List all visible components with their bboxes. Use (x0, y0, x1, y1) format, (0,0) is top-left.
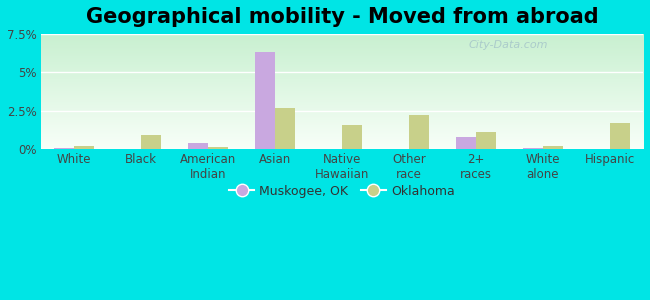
Legend: Muskogee, OK, Oklahoma: Muskogee, OK, Oklahoma (224, 180, 460, 203)
Bar (523, 148, 543, 149)
Bar (456, 137, 476, 149)
Title: Geographical mobility - Moved from abroad: Geographical mobility - Moved from abroa… (86, 7, 598, 27)
Bar (54, 148, 74, 149)
Bar (610, 123, 630, 149)
Bar (409, 116, 429, 149)
Text: City-Data.com: City-Data.com (469, 40, 548, 50)
Bar (255, 52, 275, 149)
Bar (188, 143, 208, 149)
Bar (74, 146, 94, 149)
Bar (543, 146, 563, 149)
Bar (141, 135, 161, 149)
Bar (275, 108, 295, 149)
Bar (208, 147, 228, 149)
Bar (476, 132, 496, 149)
Bar (342, 124, 362, 149)
